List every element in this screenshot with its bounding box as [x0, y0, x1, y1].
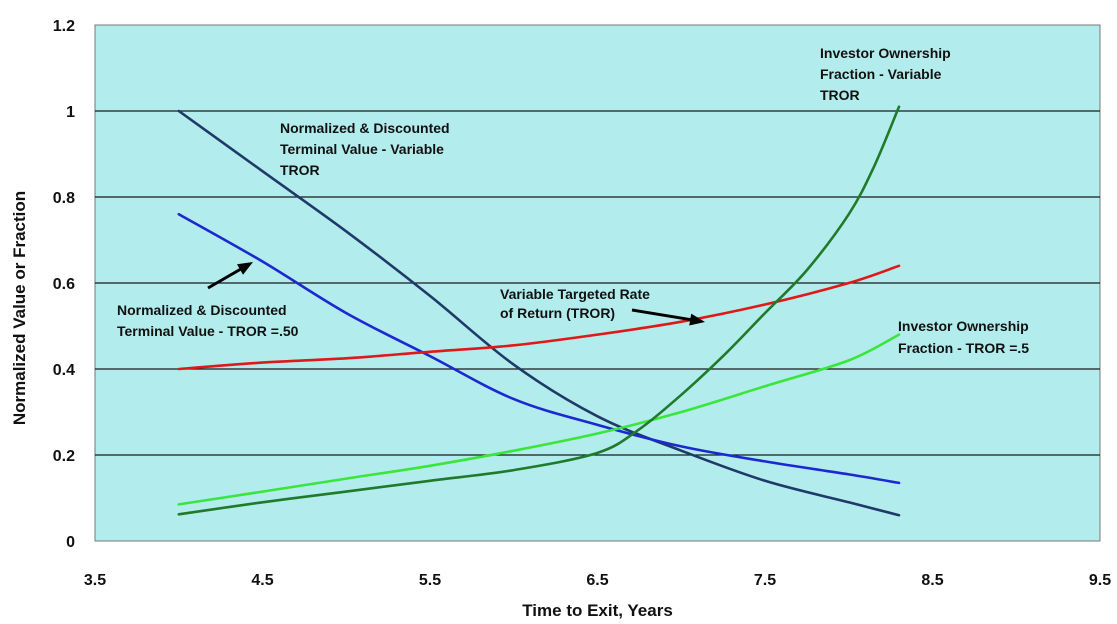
x-tick-label: 8.5	[921, 572, 943, 589]
y-tick-label: 0.6	[53, 276, 75, 293]
y-tick-label: 0.4	[53, 362, 75, 379]
y-tick-label: 0.8	[53, 190, 75, 207]
series-line-ownership-5	[177, 333, 901, 506]
annotation-line: Investor Ownership	[820, 45, 951, 61]
series-line-ntv-50	[177, 212, 901, 485]
x-tick-label: 6.5	[586, 572, 608, 589]
annotation-line: of Return (TROR)	[500, 305, 615, 321]
annotation-line: Fraction - TROR =.5	[898, 340, 1029, 356]
x-tick-label: 7.5	[754, 572, 776, 589]
annotation-line: Variable Targeted Rate	[500, 286, 650, 302]
x-tick-label: 4.5	[251, 572, 273, 589]
y-tick-labels: 0 0.2 0.4 0.6 0.8 1 1.2	[53, 18, 75, 551]
annotation-ownership-variable: Investor Ownership Fraction - Variable TRO…	[820, 45, 951, 103]
x-tick-label: 3.5	[84, 572, 106, 589]
y-tick-label: 0	[66, 534, 75, 551]
annotation-variable-tror: Variable Targeted Rate of Return (TROR)	[500, 286, 650, 321]
y-tick-label: 0.2	[53, 448, 75, 465]
y-axis-title: Normalized Value or Fraction	[10, 191, 29, 425]
series-line-ownership-variable	[177, 105, 901, 516]
series-line-ntv-variable	[177, 109, 901, 517]
annotation-line: Normalized & Discounted	[117, 302, 287, 318]
annotation-ntv-variable: Normalized & Discounted Terminal Value - …	[280, 120, 450, 178]
annotation-line: Fraction - Variable	[820, 66, 942, 82]
arrow-ntv-50	[207, 262, 253, 290]
x-axis-title: Time to Exit, Years	[522, 601, 673, 620]
annotation-line: TROR	[820, 87, 860, 103]
annotation-arrows	[207, 262, 705, 326]
gridlines	[95, 110, 1100, 456]
x-tick-label: 5.5	[419, 572, 441, 589]
annotation-ownership-5: Investor Ownership Fraction - TROR =.5	[898, 318, 1029, 356]
annotation-line: Terminal Value - TROR =.50	[117, 323, 299, 339]
series-lines	[177, 105, 901, 517]
y-tick-label: 1.2	[53, 18, 75, 35]
x-tick-label: 9.5	[1089, 572, 1111, 589]
series-line-variable-tror	[177, 264, 901, 371]
annotations: Normalized & Discounted Terminal Value - …	[117, 45, 1029, 356]
y-tick-label: 1	[66, 104, 75, 121]
annotation-line: Investor Ownership	[898, 318, 1029, 334]
annotation-line: Terminal Value - Variable	[280, 141, 444, 157]
annotation-line: TROR	[280, 162, 320, 178]
annotation-line: Normalized & Discounted	[280, 120, 450, 136]
arrow-variable-tror	[631, 308, 705, 326]
annotation-ntv-50: Normalized & Discounted Terminal Value - …	[117, 302, 299, 339]
x-tick-labels: 3.5 4.5 5.5 6.5 7.5 8.5 9.5	[84, 572, 1111, 589]
